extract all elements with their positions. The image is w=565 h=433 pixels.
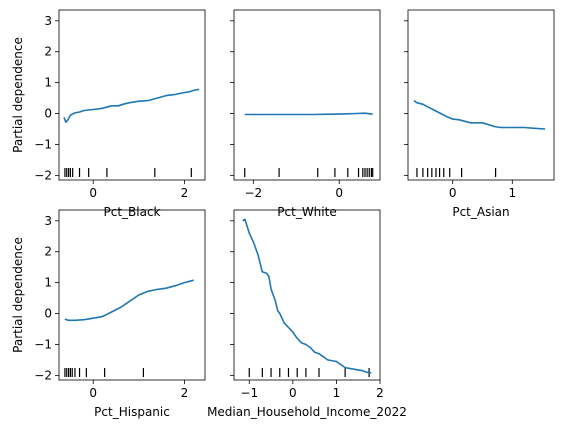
panel-frame: [58, 9, 206, 181]
panel-frame: [58, 209, 206, 381]
panel-3: 0 1 Pct_Asian: [404, 9, 555, 219]
y-tick-label: 3: [44, 214, 52, 228]
x-axis-label: Pct_Hispanic: [94, 405, 170, 419]
x-axis-label: Pct_Black: [103, 205, 160, 219]
x-tick-label: −1: [240, 386, 258, 400]
x-tick-label: 1: [333, 386, 341, 400]
y-tick-label: 1: [44, 76, 52, 90]
panel-frame: [233, 9, 381, 181]
x-tick-label: 0: [289, 386, 297, 400]
pd-line-4: [64, 279, 194, 322]
y-tick-label: 2: [44, 45, 52, 59]
y-tick-label: 2: [44, 245, 52, 259]
pd-line-3: [413, 99, 546, 130]
x-tick-label: 0: [89, 186, 97, 200]
y-tick-label: −1: [34, 337, 52, 351]
x-tick-label: −2: [244, 186, 262, 200]
x-tick-label: 2: [376, 386, 384, 400]
x-tick-label: 0: [449, 186, 457, 200]
x-tick-label: 1: [508, 186, 516, 200]
y-tick-label: 1: [44, 276, 52, 290]
x-axis-label: Median_Household_Income_2022: [207, 405, 407, 419]
panel-1: −2 −1 0 1 2 3 0 2 Pct_Black Partial dependence: [11, 9, 206, 219]
pd-line-2: [244, 112, 373, 116]
panel-5: −1 0 1 2 Median_Household_Income_2022: [207, 209, 407, 419]
pd-line-1: [63, 88, 200, 123]
x-tick-label: 2: [181, 186, 189, 200]
panel-2: −2 0 Pct_White: [230, 9, 381, 219]
y-tick-label: −2: [34, 368, 52, 382]
panel-4: −2 −1 0 1 2 3 0 2 Pct_Hispanic Partial dependence: [11, 209, 206, 419]
y-axis-label: Partial dependence: [11, 237, 25, 353]
x-axis-label: Pct_White: [277, 205, 336, 219]
y-tick-label: 0: [44, 107, 52, 121]
y-tick-label: 3: [44, 14, 52, 28]
y-axis-label: Partial dependence: [11, 37, 25, 153]
pd-line-5: [242, 218, 372, 374]
x-tick-label: 2: [181, 386, 189, 400]
x-tick-label: 0: [335, 186, 343, 200]
panel-frame: [407, 9, 555, 181]
x-tick-label: 0: [89, 386, 97, 400]
y-tick-label: −1: [34, 137, 52, 151]
x-axis-label: Pct_Asian: [452, 205, 509, 219]
panels-layer: −2 −1 0 1 2 3 0 2 Pct_Black Partial dependence −2 0…: [11, 9, 555, 419]
y-tick-label: −2: [34, 168, 52, 182]
panel-frame: [233, 209, 381, 381]
y-tick-label: 0: [44, 307, 52, 321]
